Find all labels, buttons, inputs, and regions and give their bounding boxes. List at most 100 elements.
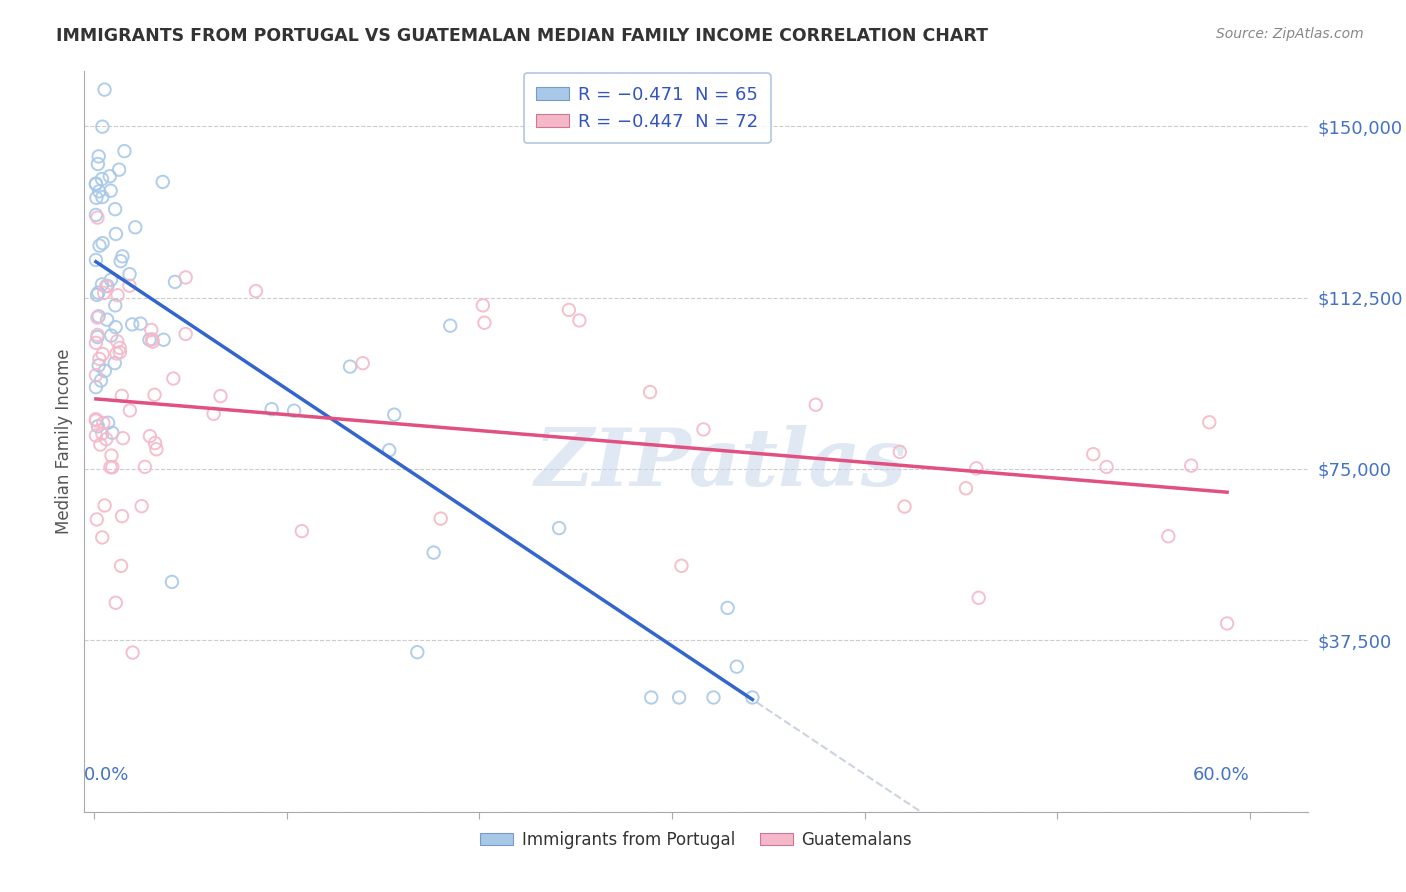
Point	[558, 302, 581, 317]
Point	[108, 162, 131, 177]
Point	[152, 333, 174, 347]
Point	[429, 511, 451, 525]
Point	[89, 238, 111, 252]
Point	[91, 347, 114, 361]
Point	[889, 445, 911, 459]
Point	[671, 558, 693, 573]
Point	[668, 690, 690, 705]
Point	[471, 298, 494, 312]
Point	[209, 389, 232, 403]
Point	[104, 298, 127, 312]
Point	[142, 334, 165, 349]
Point	[260, 402, 283, 417]
Point	[84, 178, 107, 192]
Point	[143, 436, 166, 450]
Point	[86, 211, 108, 225]
Point	[84, 380, 107, 394]
Point	[692, 422, 714, 436]
Point	[804, 398, 827, 412]
Point	[568, 313, 591, 327]
Point	[1198, 415, 1220, 429]
Point	[382, 408, 405, 422]
Point	[100, 273, 122, 287]
Point	[108, 345, 131, 359]
Point	[86, 330, 108, 344]
Point	[406, 645, 429, 659]
Point	[86, 288, 108, 302]
Point	[118, 403, 141, 417]
Point	[84, 413, 107, 427]
Point	[160, 574, 183, 589]
Point	[91, 190, 114, 204]
Point	[152, 175, 174, 189]
Point	[86, 328, 108, 343]
Legend: Immigrants from Portugal, Guatemalans: Immigrants from Portugal, Guatemalans	[474, 824, 918, 855]
Point	[86, 191, 108, 205]
Point	[101, 425, 124, 440]
Point	[138, 333, 160, 347]
Text: 0.0%: 0.0%	[84, 766, 129, 784]
Point	[118, 267, 141, 281]
Point	[87, 310, 110, 324]
Point	[93, 499, 115, 513]
Text: ZIPatlas: ZIPatlas	[534, 425, 907, 502]
Point	[716, 600, 738, 615]
Point	[162, 371, 184, 385]
Point	[94, 279, 117, 293]
Point	[352, 356, 374, 370]
Point	[145, 442, 167, 457]
Point	[131, 499, 153, 513]
Point	[111, 509, 134, 524]
Text: Source: ZipAtlas.com: Source: ZipAtlas.com	[1216, 27, 1364, 41]
Point	[91, 426, 114, 441]
Point	[101, 460, 124, 475]
Point	[104, 356, 127, 370]
Point	[141, 323, 163, 337]
Point	[100, 460, 122, 475]
Point	[121, 318, 143, 332]
Point	[965, 461, 987, 475]
Point	[89, 437, 111, 451]
Point	[84, 177, 107, 191]
Point	[84, 368, 107, 383]
Point	[97, 416, 120, 430]
Point	[89, 351, 111, 366]
Point	[84, 252, 107, 267]
Point	[640, 690, 662, 705]
Point	[139, 429, 162, 443]
Point	[84, 412, 107, 426]
Point	[91, 277, 114, 292]
Point	[100, 184, 122, 198]
Point	[474, 316, 496, 330]
Point	[112, 144, 135, 158]
Point	[291, 524, 314, 538]
Point	[378, 443, 401, 458]
Point	[105, 346, 128, 360]
Point	[111, 389, 134, 403]
Point	[548, 521, 571, 535]
Point	[1216, 616, 1239, 631]
Point	[87, 419, 110, 434]
Y-axis label: Median Family Income: Median Family Income	[55, 349, 73, 534]
Point	[245, 284, 267, 298]
Point	[104, 202, 127, 217]
Point	[422, 546, 444, 560]
Point	[129, 317, 152, 331]
Point	[1180, 458, 1202, 473]
Point	[91, 172, 114, 186]
Point	[107, 288, 129, 302]
Point	[84, 208, 107, 222]
Point	[893, 500, 915, 514]
Point	[118, 278, 141, 293]
Point	[87, 149, 110, 163]
Point	[110, 558, 132, 573]
Point	[110, 254, 132, 268]
Point	[283, 403, 305, 417]
Point	[439, 318, 461, 333]
Point	[141, 332, 163, 346]
Point	[124, 220, 146, 235]
Point	[105, 334, 128, 349]
Point	[84, 335, 107, 350]
Point	[87, 285, 110, 300]
Point	[1157, 529, 1180, 543]
